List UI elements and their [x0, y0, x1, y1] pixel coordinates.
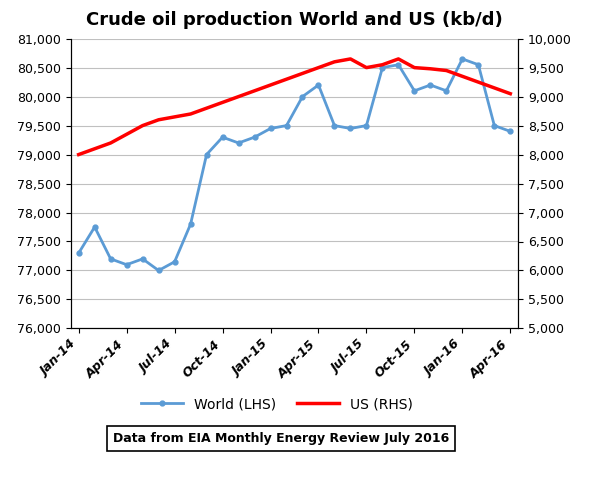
Title: Crude oil production World and US (kb/d): Crude oil production World and US (kb/d) [86, 11, 503, 29]
Text: Data from EIA Monthly Energy Review July 2016: Data from EIA Monthly Energy Review July… [113, 432, 449, 445]
Legend: World (LHS), US (RHS): World (LHS), US (RHS) [134, 390, 419, 418]
